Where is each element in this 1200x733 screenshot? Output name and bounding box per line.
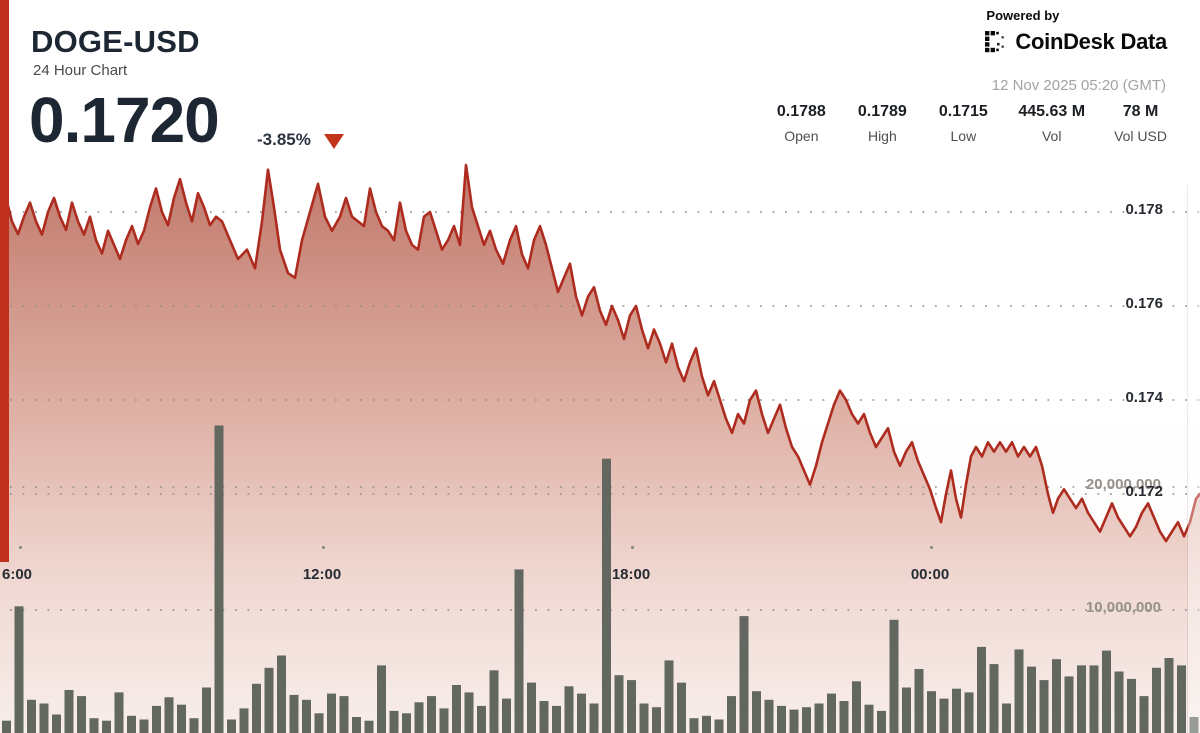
chart-timestamp: 12 Nov 2025 05:20 (GMT) [991,77,1166,94]
stat-label: Low [950,128,977,144]
chart-subtitle: 24 Hour Chart [33,62,128,79]
stat-value: 0.1788 [776,103,826,120]
time-tick-label: 18:00 [611,566,651,583]
time-tick-label: 00:00 [910,566,950,583]
time-tick-label: 12:00 [302,566,342,583]
stat-open: 0.1788 Open [775,103,827,144]
time-tick-mark [631,546,634,549]
volume-tick-label: 20,000,000 [1085,476,1161,493]
price-tick-label: 0.174 [1125,389,1163,406]
ohlc-stats-row: 0.1788 Open 0.1789 High 0.1715 Low 445.63 M Vol… [775,103,1167,144]
powered-by-label: Powered by [986,8,1060,23]
time-tick-label: 6:00 [2,566,33,583]
time-tick-mark [19,546,22,549]
stat-value: 0.1789 [857,103,907,120]
stat-vol-usd: 78 M Vol USD [1114,103,1167,144]
stat-high: 0.1789 High [856,103,908,144]
price-tick-label: 0.178 [1125,201,1163,218]
card-gutter [1188,185,1200,733]
stat-value: 0.1715 [938,103,988,120]
powered-by-block: Powered by CoinDesk Data [984,8,1167,55]
volume-tick-label: 10,000,000 [1085,599,1161,616]
stat-vol: 445.63 M Vol [1018,103,1085,144]
stat-label: Vol USD [1114,128,1167,144]
stat-low: 0.1715 Low [937,103,989,144]
coindesk-data-logo[interactable]: CoinDesk Data [984,29,1167,55]
stat-value: 78 M [1122,103,1159,120]
brand-name-data: Data [1120,29,1168,54]
time-tick-mark [930,546,933,549]
brand-name-coindesk: CoinDesk [1015,29,1115,54]
stat-label: Open [784,128,819,144]
current-price: 0.1720 [29,84,220,156]
time-tick-mark [322,546,325,549]
stat-value: 445.63 M [1018,103,1086,120]
card-edge-divider [1187,185,1188,733]
coindesk-logo-icon [985,31,1005,53]
price-tick-label: 0.176 [1125,295,1163,312]
page-title: DOGE-USD [31,24,200,59]
stat-label: High [867,128,897,144]
arrow-down-icon [323,133,344,149]
price-change: -3.85% [257,130,344,150]
price-change-percent: -3.85% [257,130,311,149]
price-tick-label: 0.172 [1125,483,1163,500]
stat-label: Vol [1041,128,1062,144]
